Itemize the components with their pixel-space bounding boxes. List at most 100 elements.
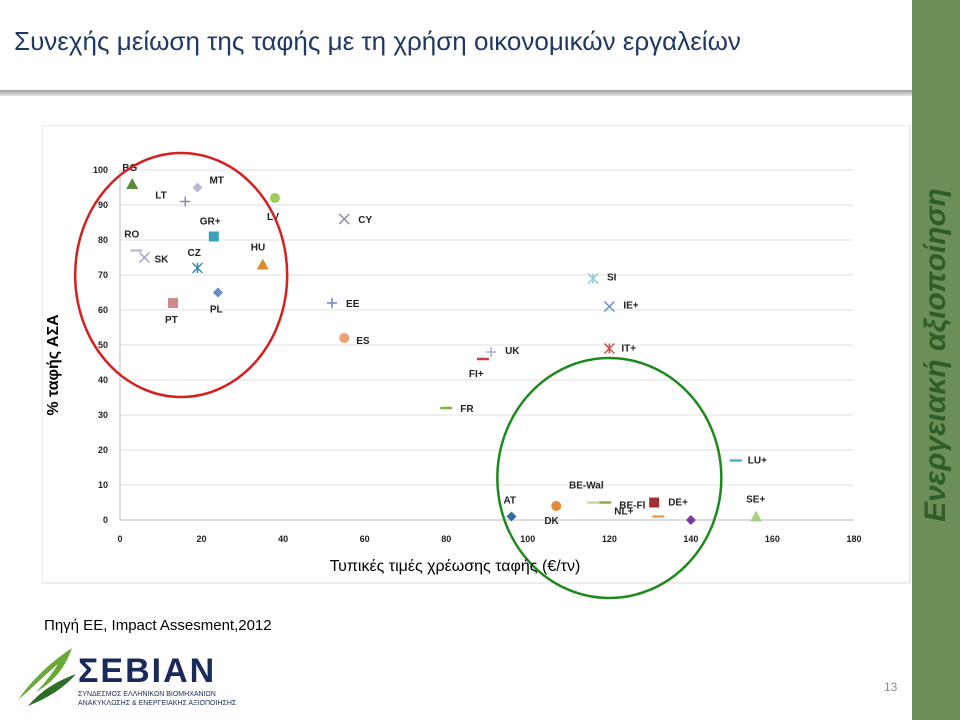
source-note: Πηγή ΕΕ, Impact Assesment,2012 bbox=[44, 617, 272, 634]
data-point-it-: IT+ bbox=[603, 342, 636, 355]
point-label: AT bbox=[503, 496, 516, 507]
x-tick-label: 180 bbox=[846, 534, 861, 544]
data-point-de- bbox=[685, 515, 696, 525]
marker-stroke bbox=[338, 213, 350, 225]
data-point-si: SI bbox=[587, 272, 617, 285]
side-band bbox=[912, 0, 960, 720]
y-tick-label: 80 bbox=[98, 235, 108, 245]
data-point-lv: LV bbox=[267, 193, 280, 223]
point-label: SI bbox=[607, 273, 617, 284]
point-ee-marker bbox=[327, 298, 338, 308]
logo-subtitle-1: ΣΥΝΔΕΣΜΟΣ ΕΛΛΗΝΙΚΩΝ ΒΙΟΜΗΧΑΝΙΩΝ bbox=[78, 691, 216, 698]
point-label: MT bbox=[209, 176, 223, 187]
y-tick-label: 0 bbox=[103, 515, 108, 525]
data-point-pt: PT bbox=[165, 298, 179, 326]
x-tick-label: 160 bbox=[765, 534, 780, 544]
x-axis-label: Τυπικές τιμές χρέωσης ταφής (€/τν) bbox=[330, 558, 581, 575]
point-label: BE-Wal bbox=[569, 481, 604, 492]
point-hu-marker bbox=[256, 258, 269, 270]
point-gr--marker bbox=[208, 231, 219, 242]
point-si-marker bbox=[587, 272, 599, 285]
page-number: 13 bbox=[884, 680, 898, 694]
x-tick-label: 80 bbox=[441, 534, 451, 544]
point-label: FI+ bbox=[469, 369, 484, 380]
x-tick-label: 100 bbox=[520, 534, 535, 544]
point-label: DK bbox=[544, 516, 559, 527]
x-tick-label: 20 bbox=[197, 534, 207, 544]
logo-subtitle-2: ΑΝΑΚΥΚΛΩΣΗΣ & ΕΝΕΡΓΕΙΑΚΗΣ ΑΞΙΟΠΟΙΗΣΗΣ bbox=[78, 700, 237, 707]
title-divider bbox=[0, 90, 912, 96]
data-point-lu-: LU+ bbox=[729, 456, 767, 467]
logo-name: ΣΕΒΙΑΝ bbox=[78, 652, 216, 690]
point-label: IT+ bbox=[621, 344, 636, 355]
x-tick-label: 120 bbox=[602, 534, 617, 544]
point-label: IE+ bbox=[623, 301, 638, 312]
highlight-circles bbox=[73, 151, 723, 600]
point-label: DE+ bbox=[668, 498, 688, 509]
data-point-uk: UK bbox=[486, 346, 520, 357]
x-tick-label: 40 bbox=[278, 534, 288, 544]
point-se--marker bbox=[750, 510, 763, 522]
marker-stroke bbox=[138, 251, 150, 264]
point-bg-marker bbox=[126, 178, 139, 189]
point-cz-marker bbox=[191, 262, 204, 274]
point-label: LU+ bbox=[748, 456, 767, 467]
point-it--marker bbox=[603, 342, 615, 355]
y-tick-label: 100 bbox=[93, 165, 108, 175]
point-label: NL+ bbox=[614, 507, 633, 518]
data-point-ee: EE bbox=[327, 298, 360, 310]
red-highlight-circle bbox=[73, 151, 289, 399]
y-tick-label: 50 bbox=[98, 340, 108, 350]
point-at-marker bbox=[506, 511, 517, 522]
data-point-sk: SK bbox=[138, 251, 169, 266]
y-tick-label: 60 bbox=[98, 305, 108, 315]
y-tick-label: 10 bbox=[98, 480, 108, 490]
x-tick-label: 0 bbox=[117, 534, 122, 544]
point-label: LT bbox=[155, 191, 166, 202]
point-sk-marker bbox=[138, 251, 150, 264]
data-point-fr: FR bbox=[440, 404, 474, 415]
data-point-es: ES bbox=[339, 333, 370, 347]
y-tick-label: 70 bbox=[98, 270, 108, 280]
leaf-icon bbox=[18, 648, 76, 706]
sevian-logo: ΣΕΒΙΑΝ ΣΥΝΔΕΣΜΟΣ ΕΛΛΗΝΙΚΩΝ ΒΙΟΜΗΧΑΝΙΩΝ Α… bbox=[18, 648, 237, 707]
point-de--marker bbox=[685, 515, 696, 525]
axes bbox=[119, 170, 854, 521]
point-label: CZ bbox=[187, 248, 200, 259]
point-label: ES bbox=[356, 336, 370, 347]
point-label: BE-Fl bbox=[619, 501, 645, 512]
y-tick-label: 90 bbox=[98, 200, 108, 210]
point-cy-marker bbox=[338, 213, 350, 225]
point-label: CY bbox=[358, 215, 372, 226]
side-label: Ενεργειακή αξιοποίηση bbox=[919, 188, 952, 522]
x-tick-label: 60 bbox=[360, 534, 370, 544]
data-point-de-: DE+ bbox=[649, 497, 688, 509]
point-label: SK bbox=[154, 255, 169, 266]
point-label: PL bbox=[210, 305, 223, 316]
data-point-lt: LT bbox=[155, 191, 191, 207]
scatter-chart: 0 10 20 30 40 50 60 70 80 90 100 0 20 40 60 80 100 120 140… bbox=[42, 125, 911, 600]
marker-stroke bbox=[603, 300, 615, 313]
y-tick-label: 30 bbox=[98, 410, 108, 420]
point-uk-marker bbox=[486, 347, 497, 357]
data-point-cz: CZ bbox=[187, 248, 204, 274]
y-axis-label: % ταφής ΑΣΑ bbox=[45, 314, 62, 416]
point-label: HU bbox=[251, 243, 265, 254]
x-tick-label: 140 bbox=[683, 534, 698, 544]
point-label: FR bbox=[460, 404, 474, 415]
point-de--marker bbox=[649, 497, 660, 508]
data-point-ie-: IE+ bbox=[603, 300, 639, 313]
data-point-ro: RO bbox=[124, 230, 143, 252]
data-point-be-wal: BE-Wal bbox=[569, 481, 604, 504]
tick-labels: 0 10 20 30 40 50 60 70 80 90 100 0 20 40 60 80 100 120 140… bbox=[93, 165, 862, 544]
data-point-se-: SE+ bbox=[746, 495, 765, 522]
slide-title: Συνεχής μείωση της ταφής με τη χρήση οικ… bbox=[14, 26, 741, 56]
point-lv-marker bbox=[269, 193, 280, 203]
point-pt-marker bbox=[168, 298, 179, 308]
green-highlight-circle bbox=[496, 356, 723, 600]
data-point-cy: CY bbox=[338, 213, 372, 226]
data-point-mt: MT bbox=[192, 176, 224, 193]
point-label: GR+ bbox=[200, 217, 221, 228]
data-point-fi-: FI+ bbox=[469, 357, 489, 380]
